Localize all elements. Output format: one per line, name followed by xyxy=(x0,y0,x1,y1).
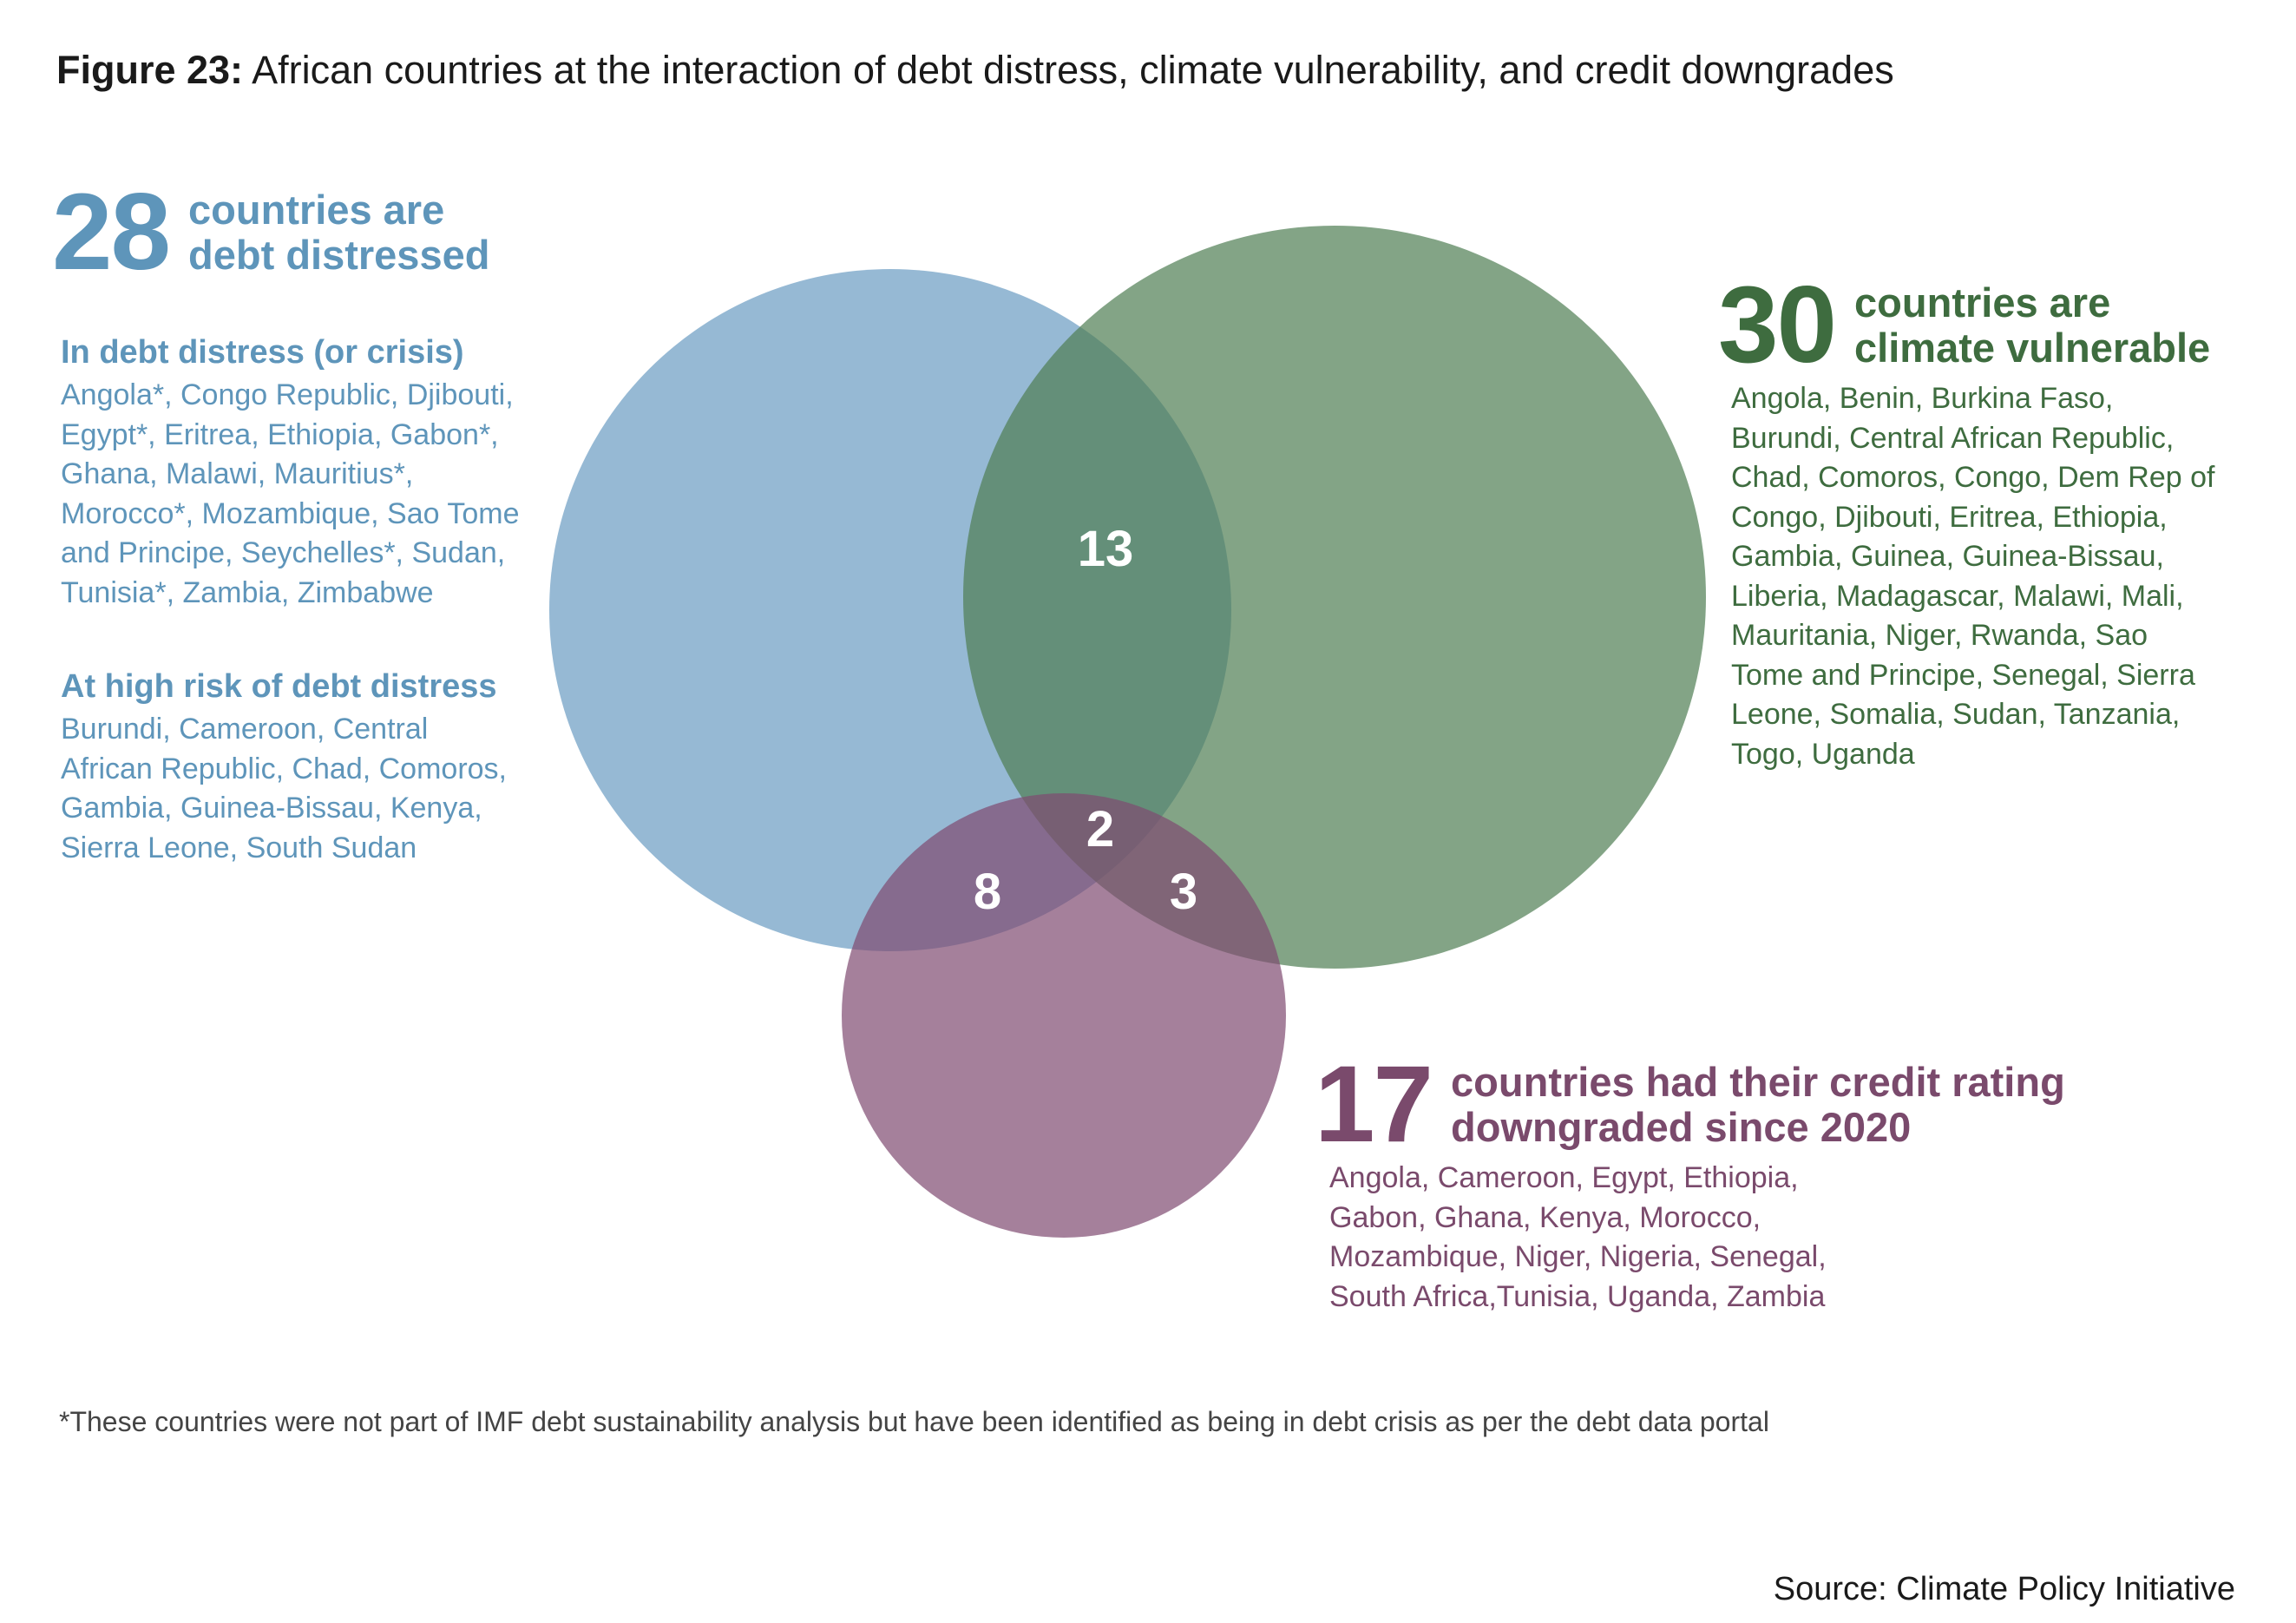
debt-headline-line1: countries are xyxy=(188,186,445,233)
high-risk-list: Burundi, Cameroon, Central African Repub… xyxy=(61,710,507,868)
circle-credit-downgraded xyxy=(842,793,1286,1238)
debt-headline-text: countries are debt distressed xyxy=(188,187,489,277)
list-line: Tome and Principe, Senegal, Sierra xyxy=(1731,658,2195,692)
list-line: Tunisia*, Zambia, Zimbabwe xyxy=(61,575,434,609)
climate-count: 30 xyxy=(1718,265,1837,385)
source-credit: Source: Climate Policy Initiative xyxy=(1773,1571,2235,1607)
list-line: Angola, Cameroon, Egypt, Ethiopia, xyxy=(1329,1161,1799,1194)
list-line: and Principe, Seychelles*, Sudan, xyxy=(61,536,506,569)
list-line: South Africa,Tunisia, Uganda, Zambia xyxy=(1329,1279,1826,1313)
credit-list: Angola, Cameroon, Egypt, Ethiopia, Gabon… xyxy=(1329,1159,1827,1317)
climate-list: Angola, Benin, Burkina Faso, Burundi, Ce… xyxy=(1731,379,2214,774)
list-line: Angola, Benin, Burkina Faso, xyxy=(1731,382,2114,415)
count-debt-credit: 8 xyxy=(974,864,1001,920)
list-line: Morocco*, Mozambique, Sao Tome xyxy=(61,496,520,530)
credit-headline-text: countries had their credit rating downgr… xyxy=(1451,1060,2065,1149)
credit-headline-line1: countries had their credit rating xyxy=(1451,1058,2065,1105)
list-line: Leone, Somalia, Sudan, Tanzania, xyxy=(1731,698,2181,731)
count-debt-climate: 13 xyxy=(1078,521,1134,577)
list-line: Mauritania, Niger, Rwanda, Sao xyxy=(1731,619,2148,652)
list-line: Liberia, Madagascar, Malawi, Mali, xyxy=(1731,579,2184,613)
credit-count: 17 xyxy=(1315,1044,1433,1165)
debt-distress-heading: In debt distress (or crisis) xyxy=(61,334,464,371)
list-line: Gambia, Guinea, Guinea-Bissau, xyxy=(1731,540,2164,573)
list-line: Angola*, Congo Republic, Djibouti, xyxy=(61,378,514,411)
climate-headline: 30 countries are climate vulnerable xyxy=(1718,271,2210,379)
list-line: Gabon, Ghana, Kenya, Morocco, xyxy=(1329,1200,1761,1234)
footnote: *These countries were not part of IMF de… xyxy=(59,1406,1769,1437)
high-risk-heading: At high risk of debt distress xyxy=(61,668,497,705)
list-line: African Republic, Chad, Comoros, xyxy=(61,752,508,785)
list-line: Gambia, Guinea-Bissau, Kenya, xyxy=(61,792,482,825)
debt-headline: 28 countries are debt distressed xyxy=(52,178,489,286)
figure-title: Figure 23: African countries at the inte… xyxy=(56,48,1894,93)
figure-title-text: African countries at the interaction of … xyxy=(252,48,1894,92)
count-all-three: 2 xyxy=(1086,801,1114,857)
list-line: Sierra Leone, South Sudan xyxy=(61,831,417,864)
climate-headline-line1: countries are xyxy=(1854,279,2111,325)
circle-climate-vulnerable xyxy=(963,226,1706,969)
climate-headline-text: countries are climate vulnerable xyxy=(1854,280,2210,370)
credit-headline-line2: downgraded since 2020 xyxy=(1451,1103,1912,1150)
list-line: Burundi, Cameroon, Central xyxy=(61,713,429,746)
debt-distress-list: Angola*, Congo Republic, Djibouti, Egypt… xyxy=(61,376,520,613)
list-line: Ghana, Malawi, Mauritius*, xyxy=(61,457,414,490)
list-line: Chad, Comoros, Congo, Dem Rep of xyxy=(1731,461,2215,494)
list-line: Togo, Uganda xyxy=(1731,737,1915,771)
credit-headline: 17 countries had their credit rating dow… xyxy=(1315,1050,2065,1159)
count-climate-credit: 3 xyxy=(1170,864,1197,920)
list-line: Burundi, Central African Republic, xyxy=(1731,421,2175,455)
figure-label: Figure 23: xyxy=(56,48,244,92)
list-line: Egypt*, Eritrea, Ethiopia, Gabon*, xyxy=(61,417,499,451)
debt-headline-line2: debt distressed xyxy=(188,231,490,278)
climate-headline-line2: climate vulnerable xyxy=(1854,324,2211,371)
list-line: Mozambique, Niger, Nigeria, Senegal, xyxy=(1329,1240,1827,1273)
list-line: Congo, Djibouti, Eritrea, Ethiopia, xyxy=(1731,500,2168,534)
debt-count: 28 xyxy=(52,172,171,292)
